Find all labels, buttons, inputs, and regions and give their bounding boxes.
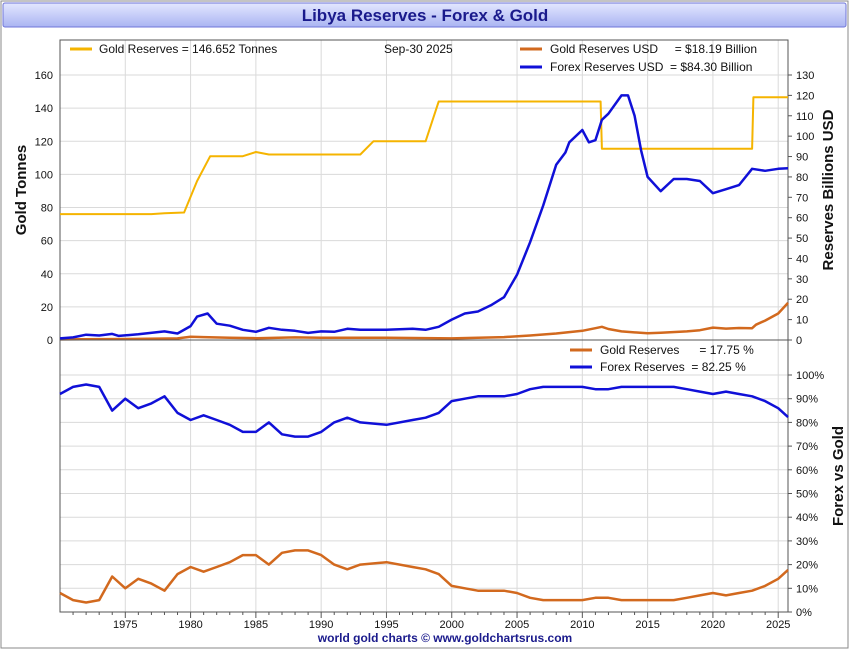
right-tick-label: 40: [796, 253, 808, 265]
right-axis-title: Reserves Billions USD: [820, 109, 837, 270]
legend-gold-usd: Gold Reserves USD = $18.19 Billion: [550, 42, 757, 56]
bottom-right-tick-label: 30%: [796, 536, 818, 548]
left-tick-label: 0: [47, 335, 53, 347]
x-tick-label: 1995: [374, 619, 398, 631]
bottom-right-tick-label: 40%: [796, 512, 818, 524]
bottom-right-tick-label: 100%: [796, 370, 824, 382]
left-tick-label: 20: [41, 302, 53, 314]
left-tick-label: 140: [35, 103, 53, 115]
top-left-axis: 0 20 40 60 80 100 120 140 160: [35, 70, 53, 347]
left-axis-title: Gold Tonnes: [13, 145, 30, 236]
right-tick-label: 130: [796, 70, 814, 82]
bottom-right-tick-label: 80%: [796, 417, 818, 429]
pct-line-gold-reserves: [59, 549, 789, 604]
right-tick-label: 120: [796, 90, 814, 102]
legend-gold-tonnes: Gold Reserves = 146.652 Tonnes: [99, 42, 277, 56]
right-tick-label: 50: [796, 233, 808, 245]
bottom-series: [59, 383, 789, 604]
bottom-right-tick-label: 60%: [796, 465, 818, 477]
bottom-grid: [60, 340, 788, 613]
x-tick-label: 2010: [570, 619, 594, 631]
series-line-forex-reserves-usd: [59, 94, 789, 340]
top-panel: 0 20 40 60 80 100 120 140 160 0 10 20 30 40 50 60 70 80 9…: [13, 39, 837, 347]
footer-credit: world gold charts © www.goldchartsrus.co…: [317, 631, 572, 645]
left-tick-label: 100: [35, 169, 53, 181]
x-tick-label: 2005: [505, 619, 529, 631]
right-tick-label: 80: [796, 172, 808, 184]
series-line-gold-reserves: [60, 96, 788, 216]
x-tick-label: 2020: [701, 619, 725, 631]
x-tick-label: 1980: [178, 619, 202, 631]
series-line-gold-reserves-usd: [59, 302, 789, 341]
bottom-plot-area: [59, 339, 789, 613]
title-bar: [2, 2, 847, 28]
legend-forex-pct: Forex Reserves = 82.25 %: [600, 360, 746, 374]
chart-title: Libya Reserves - Forex & Gold: [302, 6, 549, 25]
bottom-right-tick-label: 50%: [796, 489, 818, 501]
right-tick-label: 110: [796, 111, 814, 123]
x-axis: 1975 1980 1985 1990 1995 2000 2005 2010 2015 2020…: [72, 612, 790, 631]
bottom-right-tick-label: 70%: [796, 441, 818, 453]
pct-line-forex-reserves: [59, 383, 789, 438]
legend-date: Sep-30 2025: [384, 42, 453, 56]
x-tick-label: 2015: [635, 619, 659, 631]
bottom-panel: 0%10%20%30%40%50%60%70%80%90%100% 1975 19…: [59, 339, 847, 631]
x-tick-label: 2025: [766, 619, 790, 631]
bottom-right-tick-label: 0%: [796, 607, 812, 619]
top-legend: Gold Reserves = 146.652 Tonnes Sep-30 20…: [70, 42, 757, 74]
left-tick-label: 60: [41, 236, 53, 248]
right-tick-label: 10: [796, 315, 808, 327]
right-tick-label: 0: [796, 335, 802, 347]
x-tick-label: 1985: [244, 619, 268, 631]
right-tick-label: 30: [796, 274, 808, 286]
left-tick-label: 160: [35, 70, 53, 82]
bottom-right-axis-title: Forex vs Gold: [830, 426, 847, 526]
right-tick-label: 20: [796, 294, 808, 306]
top-right-axis: 0 10 20 30 40 50 60 70 80 90 100 110 120 130: [788, 70, 814, 347]
left-tick-label: 40: [41, 269, 53, 281]
bottom-right-tick-label: 20%: [796, 560, 818, 572]
top-series: [59, 94, 789, 341]
right-tick-label: 90: [796, 152, 808, 164]
x-tick-label: 2000: [440, 619, 464, 631]
x-tick-label: 1990: [309, 619, 333, 631]
right-tick-label: 60: [796, 213, 808, 225]
left-tick-label: 120: [35, 136, 53, 148]
bottom-legend: Gold Reserves = 17.75 % Forex Reserves =…: [570, 343, 754, 374]
bottom-right-tick-label: 10%: [796, 583, 818, 595]
bottom-right-axis: 0% 10% 20% 30% 40% 50% 60% 70% 80% 90% 100%: [788, 370, 824, 619]
bottom-right-tick-label: 90%: [796, 394, 818, 406]
right-tick-label: 100: [796, 131, 814, 143]
legend-forex-usd: Forex Reserves USD = $84.30 Billion: [550, 60, 752, 74]
legend-gold-pct: Gold Reserves = 17.75 %: [600, 343, 754, 357]
right-tick-label: 70: [796, 192, 808, 204]
top-grid: [60, 40, 788, 341]
left-tick-label: 80: [41, 203, 53, 215]
x-tick-label: 1975: [113, 619, 137, 631]
